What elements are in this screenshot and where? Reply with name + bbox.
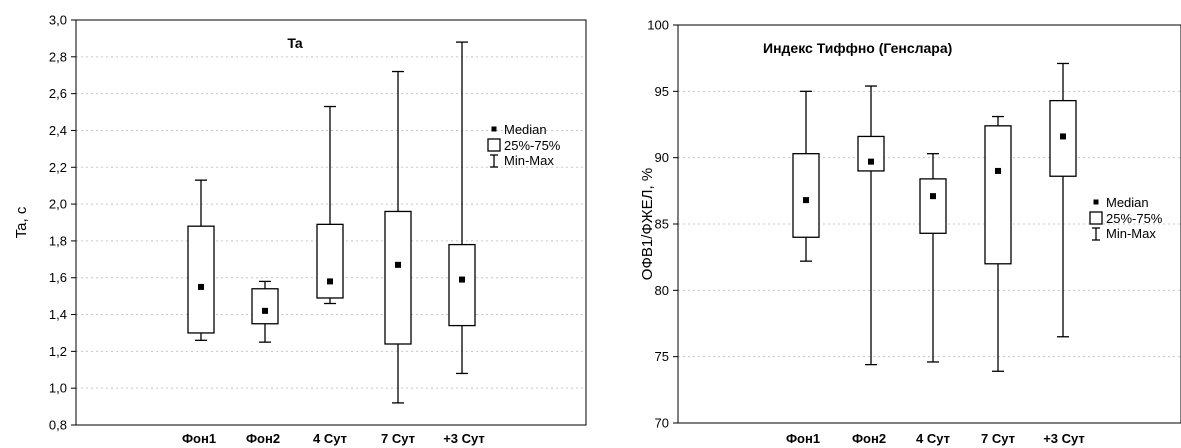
category-label: 7 Сут <box>381 431 415 446</box>
category-label: Фон2 <box>852 431 886 446</box>
median-marker <box>803 197 809 204</box>
y-tick-label: 0,8 <box>49 418 67 433</box>
legend-minmax-label: Min-Max <box>504 153 554 168</box>
category-label: 4 Сут <box>313 431 347 446</box>
category-label: Фон1 <box>786 431 820 446</box>
plot-frame <box>677 24 1181 424</box>
category-label: +3 Сут <box>443 431 485 446</box>
iqr-box <box>251 288 279 325</box>
legend-minmax-label: Min-Max <box>1106 226 1156 241</box>
y-axis-label: Ta, c <box>13 206 30 238</box>
iqr-box <box>448 243 476 327</box>
y-tick-label: 95 <box>655 84 669 99</box>
plot-frame <box>75 19 587 426</box>
legend-median-label: Median <box>1106 195 1149 210</box>
iqr-box <box>857 135 885 172</box>
y-axis-label: ОФВ1/ФЖЕЛ, % <box>639 168 656 280</box>
legend-box-icon <box>1089 211 1103 225</box>
iqr-box <box>187 225 215 334</box>
y-tick-label: 70 <box>655 416 669 431</box>
legend-box-label: 25%-75% <box>504 138 561 153</box>
median-marker <box>868 158 874 165</box>
y-tick-label: 75 <box>655 349 669 364</box>
y-tick-label: 1,0 <box>49 381 67 396</box>
legend-median-label: Median <box>504 122 547 137</box>
y-tick-label: 2,6 <box>49 86 67 101</box>
y-tick-label: 80 <box>655 283 669 298</box>
category-label: Фон1 <box>182 431 216 446</box>
chart-title: Ta <box>287 35 303 51</box>
median-marker <box>327 278 333 285</box>
y-tick-label: 2,4 <box>49 123 67 138</box>
median-marker <box>1060 133 1066 140</box>
y-tick-label: 85 <box>655 217 669 232</box>
chart-tiffeneau: 70 75 80 85 90 95 100 Фон1 Фон2 4 Сут 7 Сут +3 Сут И… <box>639 18 1181 446</box>
median-marker <box>995 167 1001 174</box>
category-label: 7 Сут <box>981 431 1015 446</box>
y-tick-label: 100 <box>647 18 669 33</box>
iqr-box <box>919 178 947 234</box>
median-marker <box>930 193 936 200</box>
y-tick-label: 3,0 <box>49 13 67 28</box>
chart-title: Индекс Тиффно (Генслара) <box>763 40 952 56</box>
category-label: +3 Сут <box>1043 431 1085 446</box>
y-tick-label: 1,2 <box>49 344 67 359</box>
legend-box-label: 25%-75% <box>1106 211 1163 226</box>
y-tick-label: 1,8 <box>49 233 67 248</box>
category-label: Фон2 <box>246 431 280 446</box>
y-tick-label: 90 <box>655 150 669 165</box>
median-marker <box>395 261 401 268</box>
y-tick-label: 1,4 <box>49 307 67 322</box>
legend-median-icon <box>491 126 497 132</box>
y-tick-label: 2,2 <box>49 160 67 175</box>
legend-median-icon <box>1093 199 1099 205</box>
y-tick-label: 2,0 <box>49 197 67 212</box>
chart-ta: 0,8 1,0 1,2 1,4 1,6 1,8 2,0 2,2 2,4 2,6 2,8 3,0 Фон1… <box>13 13 587 446</box>
iqr-box <box>316 223 344 299</box>
category-label: 4 Сут <box>916 431 950 446</box>
y-tick-label: 2,8 <box>49 49 67 64</box>
median-marker <box>459 276 465 283</box>
iqr-box <box>384 210 412 345</box>
median-marker <box>262 307 268 314</box>
iqr-box <box>984 125 1012 265</box>
iqr-box <box>792 153 820 238</box>
y-tick-label: 1,6 <box>49 270 67 285</box>
median-marker <box>198 283 204 290</box>
legend-box-icon <box>487 138 501 152</box>
